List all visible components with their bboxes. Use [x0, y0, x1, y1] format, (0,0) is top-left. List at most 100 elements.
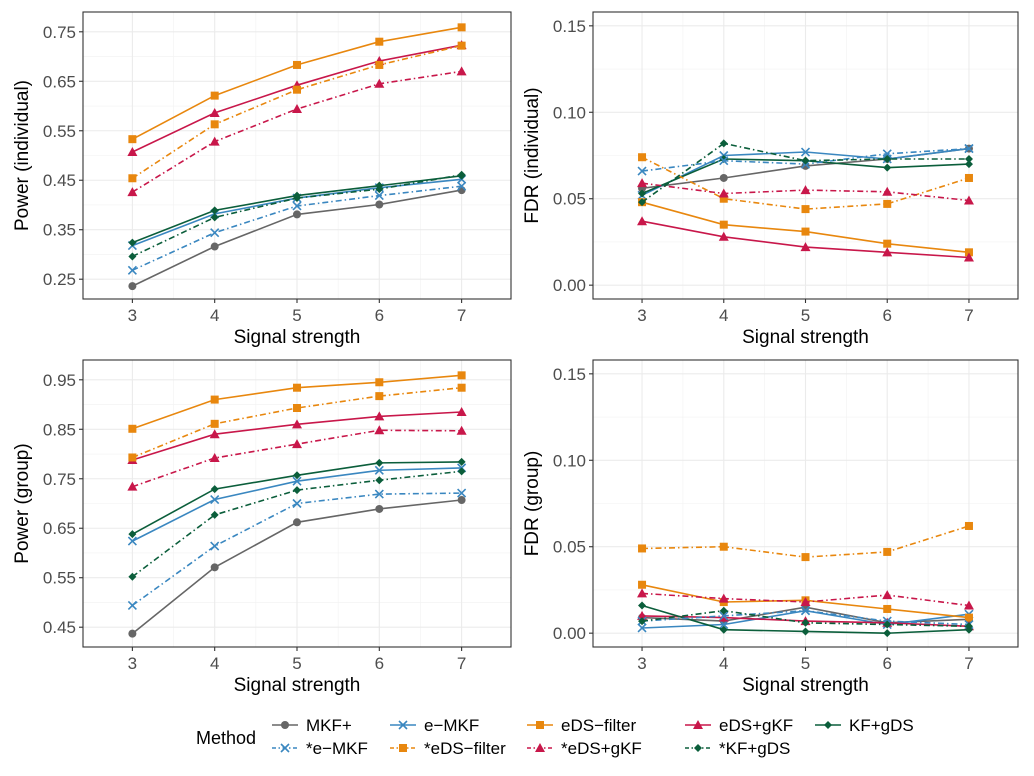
- data-point: [374, 78, 385, 88]
- x-tick-label: 6: [882, 306, 891, 325]
- y-tick-label: 0.45: [43, 171, 76, 190]
- data-point: [375, 60, 384, 69]
- data-point: [127, 481, 138, 491]
- data-point: [800, 242, 811, 252]
- data-point: [210, 485, 219, 494]
- data-point: [293, 60, 301, 69]
- series--eds-filter: [638, 521, 973, 562]
- data-point: [127, 265, 137, 275]
- legend-label: *KF+gDS: [719, 739, 790, 758]
- data-point: [882, 247, 893, 257]
- data-point: [883, 629, 892, 638]
- legend: Method MKF+ e−MKF eDS−filter eDS+gKF KF+gDS *e…: [196, 716, 914, 758]
- x-tick-label: 3: [128, 306, 137, 325]
- x-tick-label: 6: [375, 306, 384, 325]
- data-point: [801, 156, 810, 165]
- data-point: [128, 252, 137, 261]
- x-tick-label: 5: [801, 654, 810, 673]
- data-point: [374, 489, 384, 499]
- legend-item-eds-gkf-star: *eDS+gKF: [527, 739, 642, 758]
- data-point: [801, 205, 810, 214]
- x-tick-label: 7: [964, 306, 973, 325]
- data-point: [882, 590, 893, 600]
- legend-label: eDS+gKF: [719, 716, 793, 735]
- data-point: [375, 378, 384, 387]
- y-tick-label: 0.10: [553, 451, 586, 470]
- data-point: [882, 186, 893, 196]
- data-point: [128, 453, 137, 462]
- data-point: [801, 227, 810, 236]
- data-point: [293, 403, 301, 412]
- data-point: [128, 238, 137, 247]
- data-point: [963, 252, 974, 262]
- x-axis-title: Signal strength: [742, 675, 869, 696]
- series-mkf-: [128, 496, 466, 638]
- data-point: [457, 371, 466, 380]
- data-point: [638, 544, 647, 553]
- legend-label: eDS−filter: [561, 716, 636, 735]
- data-point: [718, 188, 729, 198]
- data-point: [801, 627, 810, 636]
- chart-panel-1: 0.25 0.35 0.45 0.55 0.65 0.75 3 4 5 6 7 Signal stre…: [12, 11, 512, 348]
- series--kf-gds: [638, 606, 973, 631]
- x-tick-label: 3: [637, 306, 646, 325]
- x-tick-label: 7: [457, 306, 466, 325]
- legend-label: *e−MKF: [306, 739, 368, 758]
- y-tick-label: 0.85: [43, 420, 76, 439]
- data-point: [964, 613, 973, 622]
- data-point: [128, 629, 137, 638]
- data-point: [127, 600, 137, 611]
- y-tick-label: 0.75: [43, 23, 76, 42]
- data-point: [375, 476, 384, 485]
- series-line: [132, 386, 462, 459]
- legend-item-eds-filter: eDS−filter: [527, 716, 636, 735]
- data-point: [210, 494, 220, 505]
- chart-panel-4: 0.00 0.05 0.10 0.15 3 4 5 6 7 Signal strength FDR …: [522, 359, 1019, 696]
- data-point: [883, 163, 892, 172]
- series--eds-gkf: [127, 425, 467, 491]
- data-point: [719, 220, 728, 229]
- chart-panel-3: 0.45 0.55 0.65 0.75 0.85 0.95 3 4 5 6 7 Signal stre…: [12, 359, 512, 696]
- data-point: [457, 383, 466, 392]
- data-point: [719, 156, 729, 166]
- legend-label: e−MKF: [424, 716, 479, 735]
- series-mkf-: [128, 186, 466, 291]
- data-point: [964, 173, 973, 182]
- data-point: [128, 530, 137, 539]
- x-tick-label: 5: [292, 306, 301, 325]
- y-tick-label: 0.55: [43, 569, 76, 588]
- data-point: [128, 135, 137, 144]
- x-tick-label: 7: [457, 654, 466, 673]
- data-point: [883, 547, 892, 556]
- data-point: [457, 23, 466, 32]
- y-tick-label: 0.95: [43, 371, 76, 390]
- data-point: [882, 149, 892, 159]
- data-point: [637, 588, 648, 598]
- y-tick-label: 0.00: [553, 624, 586, 643]
- data-point: [638, 580, 647, 589]
- data-point: [457, 181, 467, 191]
- ylabel-fdr-group: FDR (group): [522, 451, 543, 557]
- data-point: [374, 465, 384, 475]
- x-tick-label: 6: [375, 654, 384, 673]
- legend-item-e-mkf-star: *e−MKF: [272, 739, 368, 758]
- x-tick-label: 4: [210, 654, 219, 673]
- series-line: [131, 470, 462, 578]
- data-point: [292, 419, 302, 429]
- series--e-mkf: [127, 181, 467, 275]
- data-point: [210, 541, 220, 551]
- data-point: [637, 623, 647, 633]
- data-point: [719, 542, 728, 551]
- data-point: [293, 518, 301, 527]
- panels: 0.25 0.35 0.45 0.55 0.65 0.75 3 4 5 6 7 Signal stre…: [12, 11, 1019, 696]
- data-point: [293, 471, 301, 480]
- series-eds-gkf: [637, 216, 974, 262]
- data-point: [963, 195, 974, 205]
- data-point: [964, 154, 973, 163]
- data-point: [719, 625, 728, 634]
- data-point: [801, 618, 810, 627]
- legend-key-marker: [824, 721, 832, 729]
- data-point: [638, 617, 647, 626]
- legend-item-e-mkf: e−MKF: [390, 716, 479, 735]
- data-point: [127, 536, 137, 546]
